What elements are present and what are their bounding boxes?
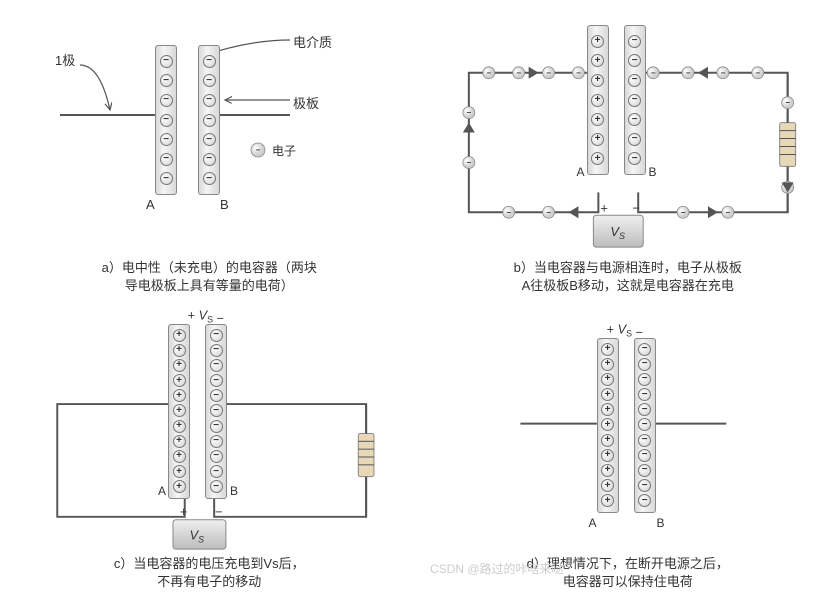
label-a: A [146,197,155,212]
caption-c-line1: c）当电容器的电压充电到Vs后， [114,556,305,571]
label-plate: 极板 [293,93,319,112]
label-b: B [657,516,665,530]
label-a: A [577,165,585,179]
caption-a: a）电中性（未充电）的电容器（两块 导电极板上具有等量的电荷） [102,259,317,295]
diagram-c: VS +− + VS − A B [10,306,409,551]
panel-b: VS +− − − − − − − − − − − − − [429,10,828,296]
svg-text:+: + [180,503,187,518]
label-b: B [220,197,229,212]
plate-b [198,45,220,195]
svg-text:−: − [516,68,521,77]
svg-text:−: − [215,503,222,518]
svg-text:−: − [506,208,511,217]
caption-a-line1: a）电中性（未充电）的电容器（两块 [102,260,317,275]
svg-text:−: − [755,68,760,77]
plate-a [597,338,619,513]
plate-b [205,324,227,499]
svg-text:−: − [785,98,790,107]
svg-text:−: − [546,208,551,217]
caption-a-line2: 导电极板上具有等量的电荷） [102,277,317,295]
svg-text:−: − [725,208,730,217]
svg-text:−: − [256,146,261,155]
svg-text:−: − [466,158,471,167]
diagram-d: + VS − A B [429,306,828,551]
caption-b-line2: A往极板B移动，这就是电容器在充电 [514,277,742,295]
plate-a [168,324,190,499]
svg-text:−: − [680,208,685,217]
caption-c: c）当电容器的电压充电到Vs后， 不再有电子的移动 [114,555,305,591]
label-a: A [589,516,597,530]
label-dielectric: 电介质 [293,32,332,51]
svg-text:−: − [632,200,640,215]
caption-c-line2: 不再有电子的移动 [114,573,305,591]
svg-text:−: − [576,68,581,77]
svg-text:−: − [466,108,471,117]
panel-d: + VS − A B d）理想情况下，在断开电源之后， 电容器可以保持住电荷 [429,306,828,592]
svg-text:+: + [600,200,608,215]
panel-a: − 电介质 极板 电子 1极 A B a）电中性（未充电）的电容器（两块 导电极… [10,10,409,296]
plate-a [155,45,177,195]
svg-text:−: − [546,68,551,77]
plate-b [624,25,646,175]
label-b: B [649,165,657,179]
plate-b [634,338,656,513]
diagram-b: VS +− − − − − − − − − − − − − [429,10,828,255]
label-electron: 电子 [272,142,296,159]
diagram-a: − 电介质 极板 电子 1极 A B [10,10,409,255]
svg-text:+ VS −: + VS − [188,307,224,325]
svg-text:−: − [486,68,491,77]
svg-text:+ VS −: + VS − [606,321,642,339]
label-b: B [230,484,238,498]
label-terminal: 1极 [55,50,75,69]
watermark: CSDN @路过的咔嗒来哒 [430,560,564,577]
caption-b: b）当电容器与电源相连时，电子从极板 A往极板B移动，这就是电容器在充电 [514,259,742,295]
plate-a [587,25,609,175]
svg-text:−: − [685,68,690,77]
svg-text:−: − [720,68,725,77]
label-a: A [158,484,166,498]
panel-c: VS +− + VS − A B c）当电容器的电压充电到Vs后， 不再有电子的… [10,306,409,592]
caption-b-line1: b）当电容器与电源相连时，电子从极板 [514,260,742,275]
svg-text:−: − [650,68,655,77]
